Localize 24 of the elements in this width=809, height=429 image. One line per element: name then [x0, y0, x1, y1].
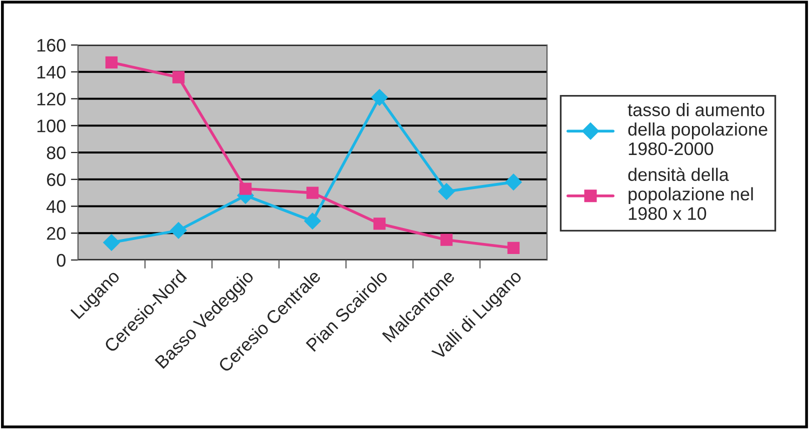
point — [105, 56, 118, 69]
y-tick-label: 140 — [37, 66, 66, 79]
y-tick-label: 100 — [37, 120, 66, 132]
point — [438, 183, 455, 200]
point — [239, 182, 252, 195]
legend-label: densità della popolazione nel 1980 x 10 — [628, 168, 753, 220]
y-tick-label: 0 — [56, 254, 66, 267]
point — [507, 242, 520, 254]
point — [170, 222, 187, 239]
y-tick-label: 160 — [37, 38, 66, 52]
point — [371, 89, 388, 106]
y-tick-label: 60 — [47, 173, 66, 186]
point — [505, 174, 522, 190]
point — [103, 234, 120, 251]
point — [440, 234, 453, 246]
y-tick-label: 120 — [37, 92, 66, 106]
point — [306, 186, 319, 199]
legend-label: tasso di aumento della popolazione 1980-2000 — [628, 103, 768, 156]
y-tick-label: 20 — [47, 227, 66, 240]
y-tick-label: 80 — [46, 146, 66, 160]
y-tick-label: 40 — [46, 200, 66, 213]
point — [373, 218, 386, 230]
point — [304, 212, 321, 230]
point — [172, 71, 185, 84]
